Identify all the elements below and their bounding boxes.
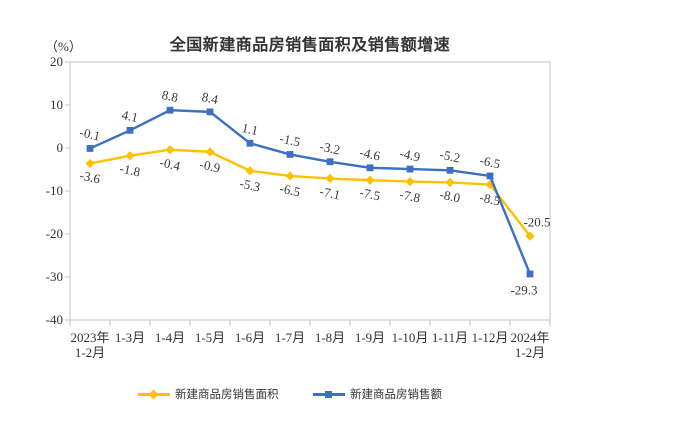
x-axis-category-label: 1-5月	[194, 330, 226, 345]
x-axis-category-label: 1-9月	[354, 330, 386, 345]
x-axis-category-label: 1-12月	[471, 330, 509, 345]
data-point-label: -6.5	[478, 152, 502, 172]
data-point-label: -0.4	[158, 154, 182, 174]
data-point-label: -4.9	[398, 145, 422, 165]
line-square-marker-icon	[313, 389, 345, 399]
chart-title: 全国新建商品房销售面积及销售额增速	[169, 37, 451, 54]
x-axis-category-label: 1-7月	[274, 330, 306, 345]
data-point-label: -0.9	[198, 156, 222, 176]
data-point-label: -7.1	[318, 183, 342, 202]
data-point-label: 8.8	[160, 87, 180, 106]
data-point-label: -29.3	[510, 282, 538, 298]
data-point-label: -4.6	[358, 144, 382, 164]
x-axis-category-label: 1-11月	[431, 330, 469, 345]
x-axis-category-label: 2024年 1-2月	[510, 330, 550, 360]
data-point-label: -3.2	[318, 138, 342, 158]
y-axis-unit-label: （%）	[45, 39, 82, 54]
y-axis-tick-label: -30	[45, 269, 63, 284]
legend-label-sales-area: 新建商品房销售面积	[175, 389, 279, 401]
y-axis-tick-label: -20	[45, 226, 63, 241]
x-axis-category-label: 1-4月	[154, 330, 186, 345]
y-axis-tick-label: 10	[50, 97, 63, 112]
x-axis-category-label: 1-10月	[391, 330, 429, 345]
y-axis-tick-label: 0	[56, 140, 64, 155]
data-point-label: -1.8	[118, 160, 142, 180]
data-point-label: 8.4	[200, 88, 220, 107]
data-point-label: -6.5	[278, 180, 302, 200]
legend-label-sales-amount: 新建商品房销售额	[350, 389, 442, 401]
data-point-label: -7.8	[398, 186, 422, 206]
data-point-label: 1.1	[240, 120, 260, 139]
line-diamond-marker-icon	[138, 389, 170, 399]
legend-item-sales-area: 新建商品房销售面积	[138, 387, 279, 401]
data-point-label: -8.5	[478, 189, 502, 209]
y-axis-tick-label: 20	[50, 54, 63, 69]
data-point-label: -20.5	[523, 214, 551, 230]
x-axis-category-label: 1-8月	[314, 330, 346, 345]
x-axis-category-label: 2023年 1-2月	[70, 330, 110, 360]
x-axis-category-label: 1-6月	[234, 330, 266, 345]
y-axis-tick-label: -40	[45, 312, 63, 327]
y-axis-tick-label: -10	[45, 183, 63, 198]
legend-item-sales-amount: 新建商品房销售额	[313, 387, 442, 401]
data-point-label: 4.1	[120, 107, 140, 126]
x-axis-category-label: 1-3月	[114, 330, 146, 345]
data-point-label: -5.3	[238, 175, 262, 195]
